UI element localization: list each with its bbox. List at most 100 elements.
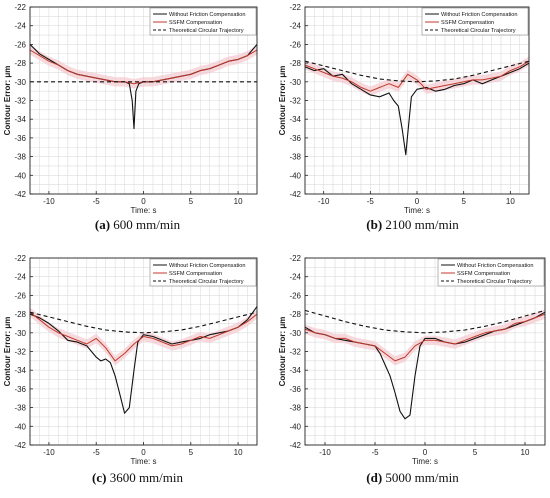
y-tick-label: -30 xyxy=(289,78,301,87)
y-tick-label: -30 xyxy=(14,329,26,338)
y-tick-label: -22 xyxy=(14,254,26,263)
y-tick-label: -36 xyxy=(289,385,301,394)
y-tick-label: -30 xyxy=(289,329,301,338)
y-tick-label: -26 xyxy=(14,40,26,49)
y-axis-label: Contour Error: μm xyxy=(3,317,12,387)
ssfm-band xyxy=(30,45,257,89)
caption-letter: (d) xyxy=(366,470,383,485)
x-tick-label: -5 xyxy=(371,448,379,457)
series-theoretical-line xyxy=(29,311,258,334)
x-tick-label: 10 xyxy=(234,448,243,457)
x-tick-label: 10 xyxy=(234,197,243,206)
y-tick-label: -24 xyxy=(289,22,301,31)
y-tick-label: -22 xyxy=(14,3,26,12)
x-tick-label: 0 xyxy=(415,197,420,206)
x-tick-label: 0 xyxy=(423,448,428,457)
ssfm-band xyxy=(305,309,545,366)
y-tick-label: -24 xyxy=(289,273,301,282)
y-tick-label: -42 xyxy=(289,441,301,450)
x-tick-label: -10 xyxy=(318,197,330,206)
y-tick-label: -32 xyxy=(14,97,26,106)
caption-text: 600 mm/min xyxy=(113,217,181,232)
legend-box xyxy=(149,7,257,36)
y-tick-label: -24 xyxy=(14,273,26,282)
x-tick-label: 5 xyxy=(473,448,478,457)
legend-box xyxy=(149,258,257,287)
chart-panel-0: -22 -24 -26 -28 -30 -32 -34 -36 -38 -40 -42 -10 -5 0 5… xyxy=(3,3,258,215)
legend-label: SSFM Compensation xyxy=(169,271,222,277)
x-axis-label: Time: s xyxy=(131,457,157,466)
x-axis-label: Time: s xyxy=(404,206,430,215)
y-axis-label: Contour Error: μm xyxy=(278,66,287,136)
x-tick-label: 5 xyxy=(189,197,194,206)
y-tick-label: -42 xyxy=(14,190,26,199)
series-without-friction-line xyxy=(29,306,258,414)
y-tick-label: -22 xyxy=(289,3,301,12)
legend-label: Theoretical Circular Trajectory xyxy=(441,28,516,34)
x-tick-label: 0 xyxy=(141,448,146,457)
y-tick-label: -38 xyxy=(14,404,26,413)
legend-box xyxy=(421,7,529,36)
y-tick-label: -22 xyxy=(289,254,301,263)
y-tick-label: -38 xyxy=(14,153,26,162)
caption-letter: (c) xyxy=(92,470,107,485)
y-tick-label: -40 xyxy=(14,171,26,180)
y-tick-label: -42 xyxy=(289,190,301,199)
x-tick-label: 10 xyxy=(506,197,515,206)
y-tick-label: -28 xyxy=(14,59,26,68)
y-tick-label: -34 xyxy=(14,366,26,375)
legend-label: Without Friction Compensation xyxy=(169,263,245,269)
x-axis-label: Time: s xyxy=(131,206,157,215)
x-tick-label: 5 xyxy=(189,448,194,457)
legend-label: Theoretical Circular Trajectory xyxy=(169,279,244,285)
chart-panel-2: -22 -24 -26 -28 -30 -32 -34 -36 -38 -40 -42 -10 -5 0 5… xyxy=(3,254,258,466)
series-ssfm-line xyxy=(304,60,530,92)
x-axis-label: Time: s xyxy=(412,457,438,466)
chart-panel-1: -22 -24 -26 -28 -30 -32 -34 -36 -38 -40 -42 -10 -5 0 5… xyxy=(278,3,530,215)
legend-label: SSFM Compensation xyxy=(169,20,222,26)
y-tick-label: -40 xyxy=(289,171,301,180)
x-tick-label: 10 xyxy=(521,448,530,457)
x-tick-label: -5 xyxy=(367,197,375,206)
ssfm-band xyxy=(305,56,529,96)
y-tick-label: -40 xyxy=(14,422,26,431)
x-tick-label: -10 xyxy=(43,197,55,206)
chart-panel-3: -22 -24 -26 -28 -30 -32 -34 -36 -38 -40 -42 -10 -5 0 5… xyxy=(278,254,546,466)
y-tick-label: -28 xyxy=(14,310,26,319)
x-tick-label: -5 xyxy=(93,448,101,457)
legend-label: SSFM Compensation xyxy=(457,271,510,277)
caption-a: (a) 600 mm/min xyxy=(0,217,275,233)
y-tick-label: -36 xyxy=(14,385,26,394)
y-tick-label: -32 xyxy=(289,348,301,357)
y-tick-label: -32 xyxy=(14,348,26,357)
legend-label: SSFM Compensation xyxy=(441,20,494,26)
y-tick-label: -30 xyxy=(14,78,26,87)
series-theoretical-line xyxy=(304,309,546,334)
x-tick-label: 0 xyxy=(141,197,146,206)
y-tick-label: -36 xyxy=(14,134,26,143)
y-tick-label: -34 xyxy=(289,366,301,375)
y-tick-label: -42 xyxy=(14,441,26,450)
caption-letter: (a) xyxy=(94,217,111,232)
caption-letter: (b) xyxy=(366,217,383,232)
x-tick-label: -10 xyxy=(43,448,55,457)
legend-label: Theoretical Circular Trajectory xyxy=(457,279,532,285)
series-ssfm-line xyxy=(29,311,258,362)
y-tick-label: -38 xyxy=(289,404,301,413)
caption-text: 3600 mm/min xyxy=(109,470,183,485)
series-ssfm-line xyxy=(304,313,546,362)
y-tick-label: -32 xyxy=(289,97,301,106)
legend-box xyxy=(437,258,545,287)
y-tick-label: -34 xyxy=(14,115,26,124)
y-axis-label: Contour Error: μm xyxy=(3,66,12,136)
legend-label: Without Friction Compensation xyxy=(457,263,533,269)
y-tick-label: -24 xyxy=(14,22,26,31)
y-tick-label: -40 xyxy=(289,422,301,431)
y-tick-label: -26 xyxy=(289,40,301,49)
caption-text: 2100 mm/min xyxy=(385,217,459,232)
caption-c: (c) 3600 mm/min xyxy=(0,470,275,486)
caption-text: 5000 mm/min xyxy=(385,470,459,485)
y-tick-label: -28 xyxy=(289,59,301,68)
